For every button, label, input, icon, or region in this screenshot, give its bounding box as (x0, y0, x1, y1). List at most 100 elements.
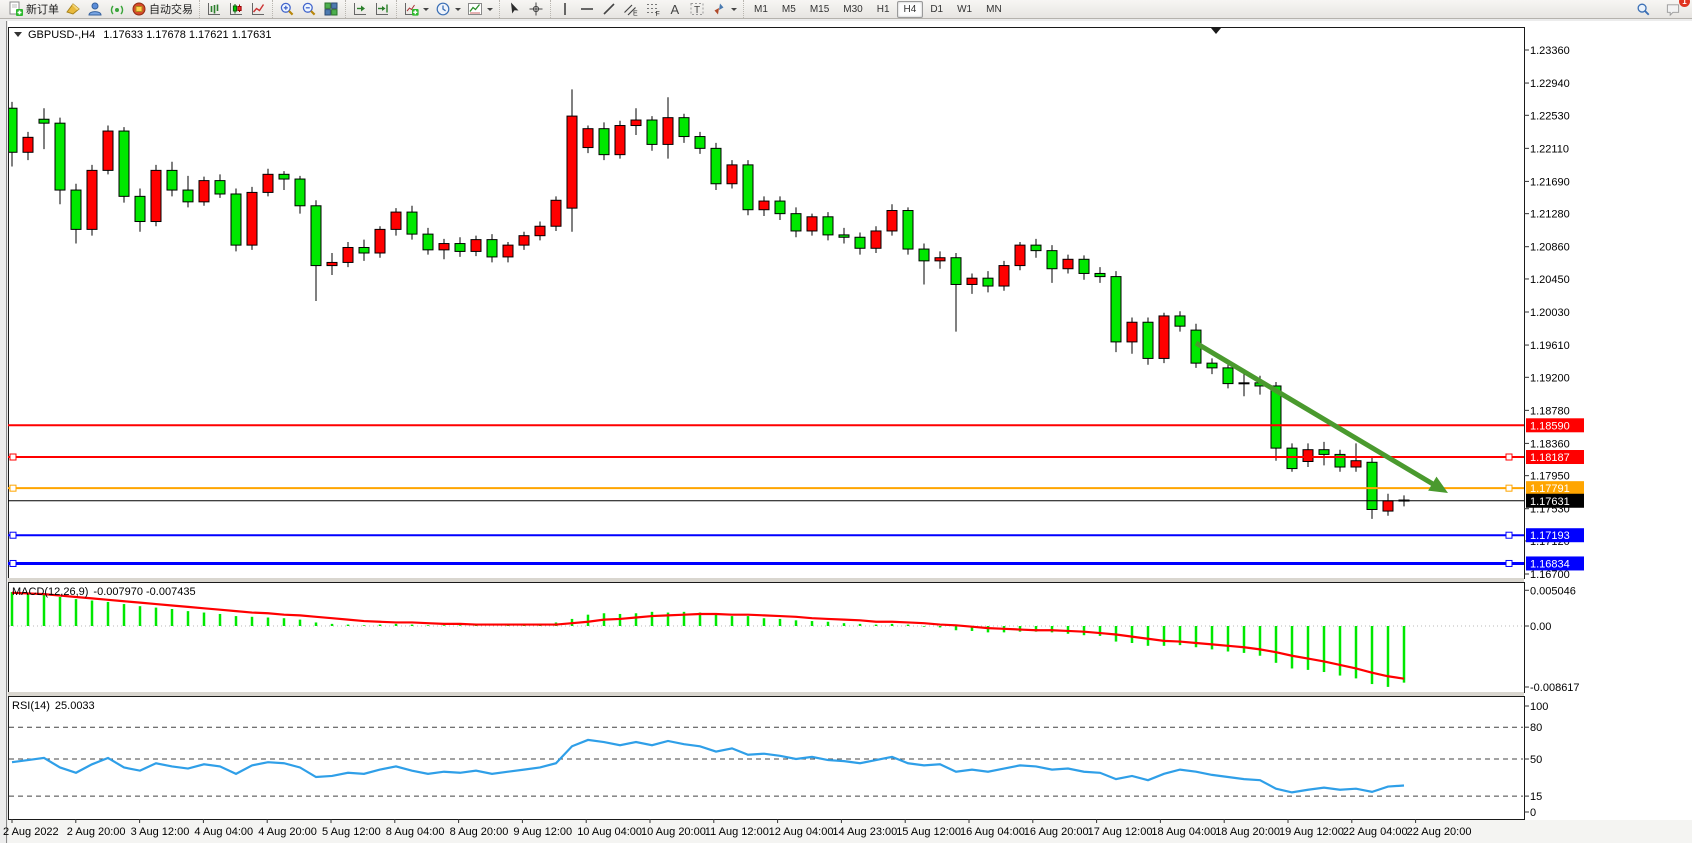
time-axis-label: 17 Aug 12:00 (1088, 826, 1153, 838)
chart-window[interactable]: 1.23360 1.22940 1.22530 1.22110 1.21690 1.212… (0, 19, 1692, 843)
trendline-tool-button[interactable] (598, 0, 620, 18)
profile-button[interactable] (84, 0, 106, 18)
trendline-icon (603, 3, 615, 15)
vline-icon (564, 3, 566, 15)
zoom-in-button[interactable] (276, 0, 298, 18)
price-axis-label: 1.21690 (1530, 176, 1570, 188)
hline-handle[interactable] (1505, 531, 1513, 539)
time-axis-label: 22 Aug 20:00 (1407, 826, 1472, 838)
periods-button[interactable] (432, 0, 464, 18)
rsi-axis-label: 100 (1530, 701, 1548, 713)
price-axis-label: 1.16700 (1530, 569, 1570, 581)
text-label-tool-button[interactable]: T (686, 0, 708, 18)
vertical-line-tool-button[interactable] (554, 0, 576, 18)
hline-handle[interactable] (1505, 559, 1513, 567)
search-button[interactable] (1633, 0, 1654, 18)
timeframe-h4-button[interactable]: H4 (896, 0, 924, 18)
main-chart-pane[interactable] (8, 27, 1525, 579)
pane-splitter[interactable] (8, 578, 1524, 582)
zoom-out-button[interactable] (298, 0, 320, 18)
new-order-button[interactable]: 新订单 (5, 0, 62, 18)
timeframe-m5-button[interactable]: M5 (781, 3, 796, 15)
timeframe-mn-button[interactable]: MN (986, 3, 1002, 15)
rsi-axis-label: 15 (1530, 791, 1542, 803)
time-axis-label: 14 Aug 23:00 (832, 826, 897, 838)
time-axis-label: 10 Aug 04:00 (577, 826, 642, 838)
price-axis-label: 1.20860 (1530, 242, 1570, 254)
price-axis-label: 1.18780 (1530, 405, 1570, 417)
rsi-pane[interactable] (8, 696, 1525, 820)
crosshair-button[interactable] (525, 0, 547, 18)
macd-axis-label: 0.005046 (1530, 585, 1576, 597)
hline-handle[interactable] (9, 559, 17, 567)
cursor-icon (511, 2, 519, 14)
zoom-in-icon (280, 2, 294, 16)
time-axis-label: 15 Aug 12:00 (896, 826, 961, 838)
timeframe-m1-button[interactable]: M1 (754, 3, 768, 15)
signals-button[interactable] (106, 0, 128, 18)
time-axis-label: 3 Aug 12:00 (131, 826, 190, 838)
new-chart-icon (405, 3, 419, 16)
time-axis-label: 9 Aug 12:00 (513, 826, 572, 838)
line-chart-icon (252, 3, 265, 15)
autotrading-icon (132, 2, 146, 16)
pane-splitter[interactable] (8, 692, 1524, 696)
chevron-down-icon (455, 7, 461, 11)
label-icon: T (690, 3, 704, 16)
svg-text:GBPUSD-,H41.17633 1.17678 1.17: GBPUSD-,H4 1.17633 1.17678 1.17621 1.1763… (28, 29, 271, 41)
time-axis[interactable] (8, 820, 1692, 843)
candle-chart-mode-button[interactable] (225, 0, 247, 18)
chart-shift-button[interactable] (371, 0, 393, 18)
hline-handle[interactable] (9, 531, 17, 539)
time-axis-label: 19 Aug 12:00 (1279, 826, 1344, 838)
chart-shift-marker-icon[interactable] (1211, 28, 1221, 34)
bar-chart-mode-button[interactable] (203, 0, 225, 18)
text-tool-button[interactable]: A (664, 0, 686, 18)
time-axis-label: 16 Aug 04:00 (960, 826, 1025, 838)
time-axis-label: 18 Aug 20:00 (1215, 826, 1280, 838)
hline-icon (581, 8, 593, 10)
price-axis-label: 1.17950 (1530, 471, 1570, 483)
symbol-period-label: GBPUSD-,H4 (28, 29, 95, 41)
tile-windows-button[interactable] (320, 0, 342, 18)
time-axis-label: 22 Aug 04:00 (1343, 826, 1408, 838)
hline-handle[interactable] (9, 484, 17, 492)
macd-pane[interactable] (8, 582, 1525, 693)
hline-handle[interactable] (9, 453, 17, 461)
line-chart-mode-button[interactable] (247, 0, 269, 18)
autotrading-button[interactable]: 自动交易 (128, 0, 196, 18)
channel-icon: E (624, 4, 638, 17)
equidistant-channel-tool-button[interactable]: E (620, 0, 642, 18)
hline-handle[interactable] (1505, 453, 1513, 461)
timeframe-w1-button[interactable]: W1 (957, 3, 973, 15)
time-axis-labels: 2 Aug 2022 2 Aug 20:00 3 Aug 12:00 4 Aug 04… (3, 819, 1471, 838)
rsi-line (11, 738, 1405, 794)
auto-scroll-button[interactable] (349, 0, 371, 18)
templates-button[interactable] (464, 0, 496, 18)
rsi-axis-label: 50 (1530, 754, 1542, 766)
timeframe-m30-button[interactable]: M30 (843, 3, 863, 15)
fibonacci-tool-button[interactable]: F (642, 0, 664, 18)
new-chart-button[interactable] (400, 0, 432, 18)
price-badge-label: 1.18590 (1530, 420, 1570, 432)
timeframe-m15-button[interactable]: M15 (809, 3, 830, 15)
time-axis-label: 5 Aug 12:00 (322, 826, 381, 838)
toolbar-group (199, 0, 272, 18)
notifications-button[interactable]: 1 (1662, 0, 1690, 18)
toolbar-group (499, 0, 550, 18)
price-badge-label: 1.17631 (1530, 496, 1570, 508)
chat-bubble-icon (1666, 3, 1680, 16)
cursor-button[interactable] (503, 0, 525, 18)
timeframe-h1-button[interactable]: H1 (876, 3, 890, 15)
one-click-trading-icon[interactable] (14, 32, 22, 37)
time-axis-label: 18 Aug 04:00 (1151, 826, 1216, 838)
metaeditor-button[interactable] (62, 0, 84, 18)
horizontal-line-tool-button[interactable] (576, 0, 598, 18)
chart-shift-icon (376, 3, 388, 15)
signals-icon (110, 5, 124, 15)
hline-handle[interactable] (1505, 484, 1513, 492)
arrows-tool-button[interactable] (708, 0, 740, 18)
trend-arrow[interactable] (1194, 340, 1448, 493)
timeframe-d1-button[interactable]: D1 (930, 3, 944, 15)
zoom-out-icon (302, 2, 316, 16)
